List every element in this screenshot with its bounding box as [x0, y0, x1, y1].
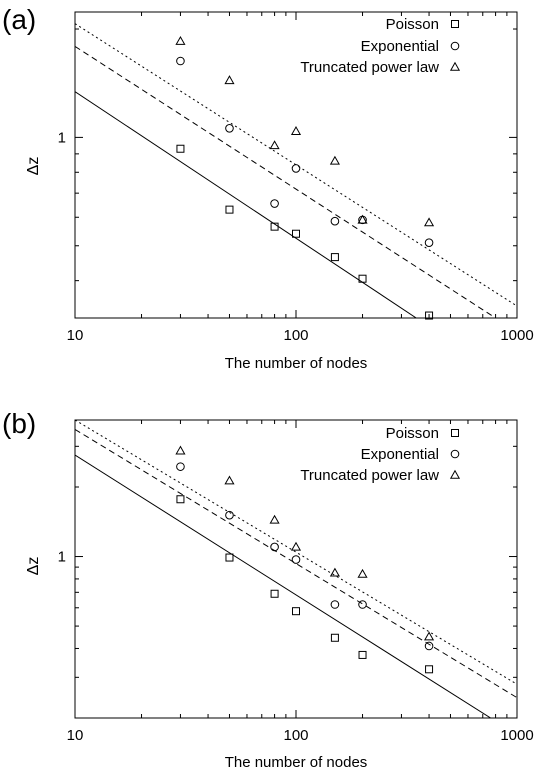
x-tick-label: 100: [283, 327, 308, 344]
x-tick-label: 1000: [500, 727, 533, 744]
legend-marker-poisson: [451, 20, 459, 28]
data-point-exponential: [330, 216, 340, 226]
fit-line-exponential: [75, 45, 496, 318]
series-truncated-power-law: [75, 23, 517, 307]
chart-panel-b: (b) Δz The number of nodes Poisson Expon…: [2, 408, 534, 771]
panel-label: (a): [2, 4, 36, 35]
series-exponential: [75, 429, 517, 699]
data-point-truncated-power-law: [290, 541, 302, 551]
legend-label-truncated-power-law: Truncated power law: [300, 59, 439, 76]
data-point-exponential: [424, 238, 434, 247]
data-point-exponential: [291, 555, 301, 564]
series-exponential: [75, 45, 496, 318]
data-point-truncated-power-law: [357, 568, 368, 578]
legend-label-poisson: Poisson: [386, 425, 439, 442]
x-axis-label: The number of nodes: [225, 754, 368, 771]
y-tick-label: 1: [58, 129, 66, 146]
data-point-poisson: [358, 650, 367, 659]
y-tick-label: 1: [58, 549, 66, 566]
legend: Poisson Exponential Truncated power law: [300, 16, 439, 76]
data-point-poisson: [292, 607, 300, 616]
data-point-poisson: [330, 633, 339, 642]
data-point-exponential: [291, 164, 301, 173]
legend-marker-exponential: [450, 41, 460, 51]
data-point-truncated-power-law: [357, 214, 368, 224]
data-point-poisson: [270, 222, 279, 231]
data-point-exponential: [225, 123, 234, 133]
data-point-exponential: [330, 600, 340, 609]
data-point-poisson: [176, 144, 185, 153]
data-point-truncated-power-law: [269, 140, 280, 150]
data-point-truncated-power-law: [329, 155, 340, 165]
panel-label: (b): [2, 408, 36, 439]
legend: Poisson Exponential Truncated power law: [300, 425, 439, 484]
legend-marker-truncated-power-law: [449, 469, 461, 479]
legend-marker-exponential: [450, 449, 460, 459]
data-point-truncated-power-law: [423, 217, 435, 227]
legend-label-poisson: Poisson: [386, 16, 439, 33]
fit-line-truncated-power-law: [75, 420, 517, 685]
data-point-truncated-power-law: [290, 126, 302, 135]
fit-line-poisson: [75, 454, 491, 718]
series-poisson: [75, 454, 491, 718]
data-point-poisson: [225, 553, 234, 562]
series-truncated-power-law: [75, 420, 517, 685]
legend-label-truncated-power-law: Truncated power law: [300, 467, 439, 484]
chart-panel-a: (a) Δz The number of nodes Poisson Expon…: [2, 4, 534, 372]
data-point-truncated-power-law: [423, 631, 435, 641]
x-tick-label: 10: [67, 727, 84, 744]
data-point-poisson: [425, 665, 434, 674]
x-tick-label: 1000: [500, 327, 533, 344]
y-axis-label: Δz: [25, 557, 42, 576]
x-tick-label: 100: [283, 727, 308, 744]
data-point-poisson: [425, 311, 434, 320]
data-point-exponential: [225, 510, 234, 520]
data-point-exponential: [176, 56, 185, 66]
legend-label-exponential: Exponential: [361, 38, 439, 55]
legend-marker-poisson: [451, 429, 459, 437]
x-tick-label: 10: [67, 327, 84, 344]
data-point-truncated-power-law: [224, 475, 235, 485]
data-point-poisson: [176, 495, 185, 504]
data-point-exponential: [358, 600, 367, 609]
legend-marker-truncated-power-law: [449, 61, 461, 71]
data-point-poisson: [358, 274, 367, 283]
x-axis-label: The number of nodes: [225, 355, 368, 372]
series-poisson: [75, 91, 434, 320]
fit-line-poisson: [75, 91, 417, 318]
data-point-poisson: [270, 589, 279, 598]
data-point-truncated-power-law: [175, 35, 186, 45]
data-point-exponential: [176, 462, 185, 471]
y-axis-label: Δz: [25, 157, 42, 176]
data-point-truncated-power-law: [269, 514, 280, 524]
data-point-exponential: [424, 641, 434, 651]
data-point-truncated-power-law: [224, 75, 235, 85]
plot-frame: [74, 419, 518, 719]
data-point-exponential: [270, 542, 279, 552]
data-point-exponential: [270, 199, 279, 208]
data-point-truncated-power-law: [329, 567, 340, 577]
data-point-poisson: [292, 229, 300, 238]
data-point-poisson: [330, 253, 339, 262]
data-point-truncated-power-law: [175, 445, 186, 455]
data-point-poisson: [225, 205, 234, 214]
fit-line-exponential: [75, 429, 517, 699]
legend-label-exponential: Exponential: [361, 446, 439, 463]
